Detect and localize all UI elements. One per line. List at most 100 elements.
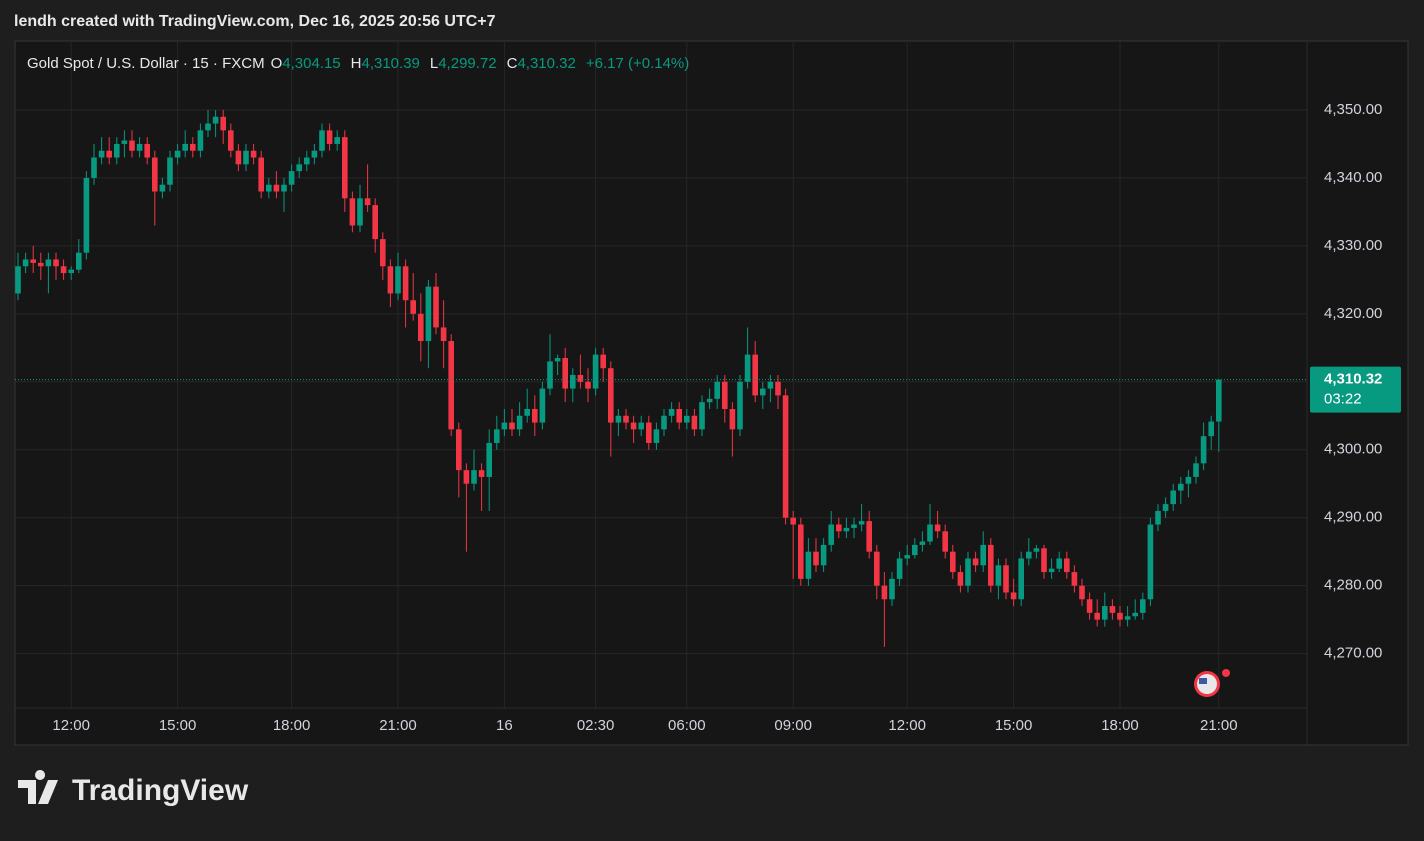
candle-body: [608, 368, 614, 423]
candle-body: [1018, 558, 1024, 600]
candle-body: [1147, 524, 1154, 600]
candle-body: [410, 300, 416, 314]
x-tick-label: 21:00: [1200, 717, 1238, 734]
candle-body: [98, 150, 105, 158]
candle-body: [83, 177, 90, 253]
candle-body: [752, 354, 758, 396]
countdown: 03:22: [1324, 391, 1362, 408]
candle-body: [1124, 616, 1131, 620]
candle-body: [1193, 463, 1199, 477]
y-tick-label: 4,290.00: [1324, 509, 1382, 526]
candle-body: [182, 143, 188, 151]
ohlc-value: 4,310.39: [361, 55, 419, 72]
candle-body: [661, 415, 667, 430]
candle-body: [828, 524, 834, 545]
candle-body: [972, 558, 979, 566]
candle-body: [433, 286, 439, 328]
candle-body: [668, 408, 675, 416]
candle-body: [813, 551, 819, 566]
candle-body: [53, 259, 59, 267]
candle-body: [630, 422, 637, 430]
candle-body: [30, 259, 36, 263]
symbol: Gold Spot / U.S. Dollar · 15 · FXCM: [27, 55, 265, 72]
x-tick-label: 15:00: [995, 717, 1033, 734]
ohlc-value: 4,310.32: [517, 55, 575, 72]
candle-body: [950, 551, 956, 573]
legend-text: Gold Spot / U.S. Dollar · 15 · FXCM O4,30…: [27, 55, 689, 72]
candle-body: [820, 544, 827, 566]
candle-body: [881, 585, 888, 600]
candle-body: [1216, 379, 1222, 422]
candle-body: [463, 470, 470, 484]
candle-body: [547, 361, 553, 389]
candle-body: [942, 531, 948, 552]
candle-body: [1185, 476, 1192, 484]
candle-body: [623, 415, 629, 423]
candle-body: [965, 558, 971, 586]
candle-body: [357, 198, 363, 226]
event-flag: [1194, 669, 1230, 697]
change: +6.17 (+0.14%): [586, 55, 689, 72]
candle-body: [1117, 612, 1123, 620]
candle-body: [1200, 436, 1207, 464]
candle-body: [798, 524, 804, 579]
candle-body: [592, 354, 599, 389]
candle-body: [577, 375, 584, 382]
x-tick-label: 18:00: [1101, 717, 1139, 734]
candle-body: [1071, 572, 1078, 586]
candle-body: [501, 422, 508, 430]
candle-body: [228, 130, 234, 151]
candle-body: [1086, 599, 1093, 613]
candle-body: [152, 157, 158, 192]
candle-body: [68, 269, 74, 274]
candle-body: [714, 381, 720, 399]
candle-body: [266, 184, 272, 192]
candle-body: [912, 544, 918, 556]
candle-body: [737, 381, 743, 430]
candle-body: [258, 157, 264, 192]
candle-body: [988, 544, 994, 586]
candle-body: [790, 517, 796, 525]
candle-body: [129, 140, 135, 151]
candle-body: [15, 266, 21, 294]
candle-body: [1079, 585, 1085, 600]
candle-body: [1003, 565, 1009, 593]
candle-body: [1208, 421, 1214, 437]
candle-body: [144, 143, 150, 158]
flag-dot: [1222, 669, 1230, 677]
candle-body: [836, 524, 842, 532]
credit: lendh created with TradingView.com, Dec …: [14, 13, 496, 30]
candle-body: [767, 381, 774, 389]
candle-body: [1178, 483, 1184, 491]
candle-body: [858, 521, 865, 525]
candle-body: [889, 578, 895, 600]
candle-body: [554, 358, 561, 362]
y-tick-label: 4,320.00: [1324, 305, 1382, 322]
x-tick-label: 18:00: [273, 717, 311, 734]
candle-body: [934, 524, 941, 532]
candle-body: [471, 470, 477, 484]
candle-body: [562, 358, 568, 389]
x-tick-label: 09:00: [774, 717, 812, 734]
candle-body: [638, 422, 644, 430]
candle-body: [76, 252, 82, 270]
candle-body: [1170, 490, 1176, 505]
last-price-label: 4,310.32: [1324, 371, 1382, 388]
candle-body: [957, 572, 964, 586]
candle-body: [60, 266, 67, 274]
last-price-box: [1310, 366, 1401, 413]
candle-body: [296, 164, 302, 172]
candle-body: [334, 137, 340, 144]
brand-logo: TradingView: [18, 770, 249, 807]
candle-body: [904, 555, 910, 559]
candle-body: [706, 398, 713, 403]
candle-body: [395, 266, 401, 294]
candle-body: [874, 551, 880, 586]
chart-area: [14, 40, 1409, 746]
candle-body: [440, 327, 447, 342]
candle-body: [1064, 558, 1070, 573]
candle-body: [478, 470, 485, 477]
candle-body: [205, 123, 211, 131]
candle-body: [1010, 592, 1017, 600]
